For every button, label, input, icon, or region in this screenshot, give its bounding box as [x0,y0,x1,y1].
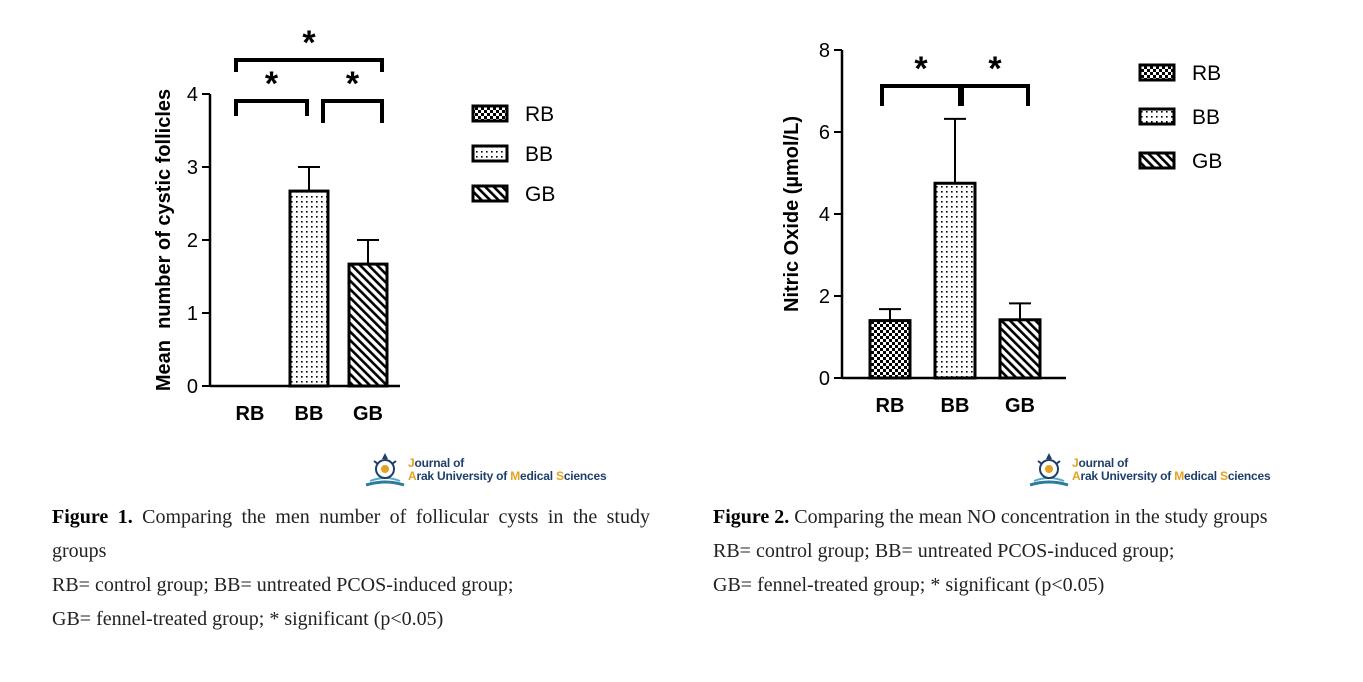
significance-star: * [988,50,1002,88]
x-tick-label: GB [353,403,383,425]
figure-2-legend-line-2: GB= fennel-treated group; * significant … [713,574,1105,596]
figure-2-label: Figure 2. [713,506,790,528]
significance-bracket [321,99,384,123]
legend-swatch-rb [1138,63,1176,82]
figure-1-title: Comparing the men number of follicular c… [52,506,650,562]
x-tick-label: GB [1005,395,1035,417]
significance-star: * [265,65,279,103]
y-tick-label: 4 [819,204,830,226]
cystic-follicles-chart: 0 1 2 3 4 Mean number of cystic follicles RB BB… [153,24,555,425]
figure-2-legend-line-1: RB= control group; BB= untreated PCOS-in… [713,540,1175,562]
legend-label: BB [525,143,553,166]
legend-swatch-gb [471,184,509,203]
journal-logo: Journal of Arak University of Medical Sc… [1026,451,1271,489]
bar-bb [288,189,330,388]
significance-star: * [346,65,360,103]
y-tick-label: 4 [187,84,198,106]
legend-label: BB [1192,106,1220,129]
x-tick-label: BB [295,403,324,425]
figure-1-legend-line-2: GB= fennel-treated group; * significant … [52,608,444,630]
significance-bracket [234,99,309,116]
figure-2-title: Comparing the mean NO concentration in t… [789,506,1268,528]
journal-emblem-icon [1029,453,1069,487]
y-tick-label: 0 [819,368,830,390]
x-tick-label: RB [876,395,905,417]
bar-gb [998,318,1042,380]
legend-label: RB [1192,62,1221,85]
legend-swatch-bb [471,144,509,163]
figure-1-caption: Figure 1. Comparing the men number of fo… [52,500,650,636]
nitric-oxide-chart: 0 2 4 6 8 Nitric Oxide (µmol/L) RB BB GB * * RB BB GB [781,40,1222,417]
journal-emblem-icon [365,453,405,487]
y-tick-label: 2 [819,286,830,308]
significance-bracket [960,84,1030,106]
y-tick-label: 1 [187,303,198,325]
y-tick-label: 6 [819,122,830,144]
y-axis-label: Nitric Oxide (µmol/L) [781,116,803,312]
y-tick-label: 2 [187,230,198,252]
legend-label: RB [525,103,554,126]
x-tick-label: BB [941,395,970,417]
legend-label: GB [525,183,555,206]
bar-gb [347,262,389,388]
significance-star: * [914,50,928,88]
significance-bracket [880,84,962,106]
y-tick-label: 8 [819,40,830,62]
bar-rb [868,319,912,380]
y-tick-label: 3 [187,157,198,179]
significance-bracket [234,58,384,72]
bar-bb [933,181,977,380]
legend-swatch-bb [1138,107,1176,126]
figure-2-caption: Figure 2. Comparing the mean NO concentr… [713,500,1311,602]
significance-star: * [302,24,316,62]
journal-name: Journal of Arak University of Medical Sc… [408,456,607,483]
x-tick-label: RB [236,403,265,425]
y-tick-label: 0 [187,376,198,398]
journal-logo: Journal of Arak University of Medical Sc… [362,451,607,489]
legend-label: GB [1192,150,1222,173]
y-axis-label: Mean number of cystic follicles [153,89,175,391]
legend-swatch-gb [1138,151,1176,170]
figure-1-label: Figure 1. [52,506,133,528]
figure-1-legend-line-1: RB= control group; BB= untreated PCOS-in… [52,574,514,596]
legend-swatch-rb [471,104,509,123]
journal-name: Journal of Arak University of Medical Sc… [1072,456,1271,483]
